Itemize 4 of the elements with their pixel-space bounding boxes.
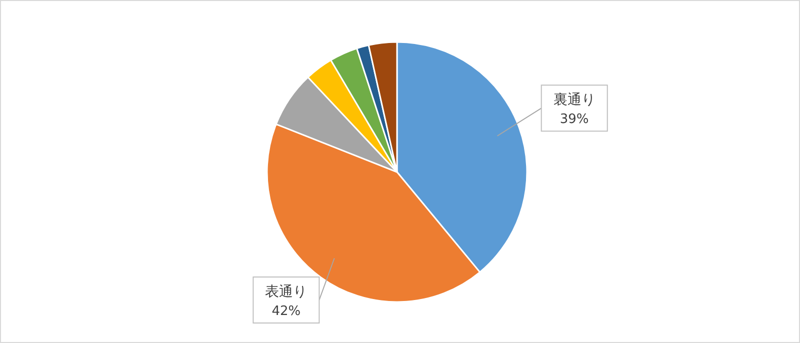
- data-label: 42%: [272, 304, 301, 319]
- data-label: 39%: [560, 112, 589, 128]
- slice-label: 表通り: [265, 284, 308, 300]
- slice-label: 裏通り: [553, 92, 596, 108]
